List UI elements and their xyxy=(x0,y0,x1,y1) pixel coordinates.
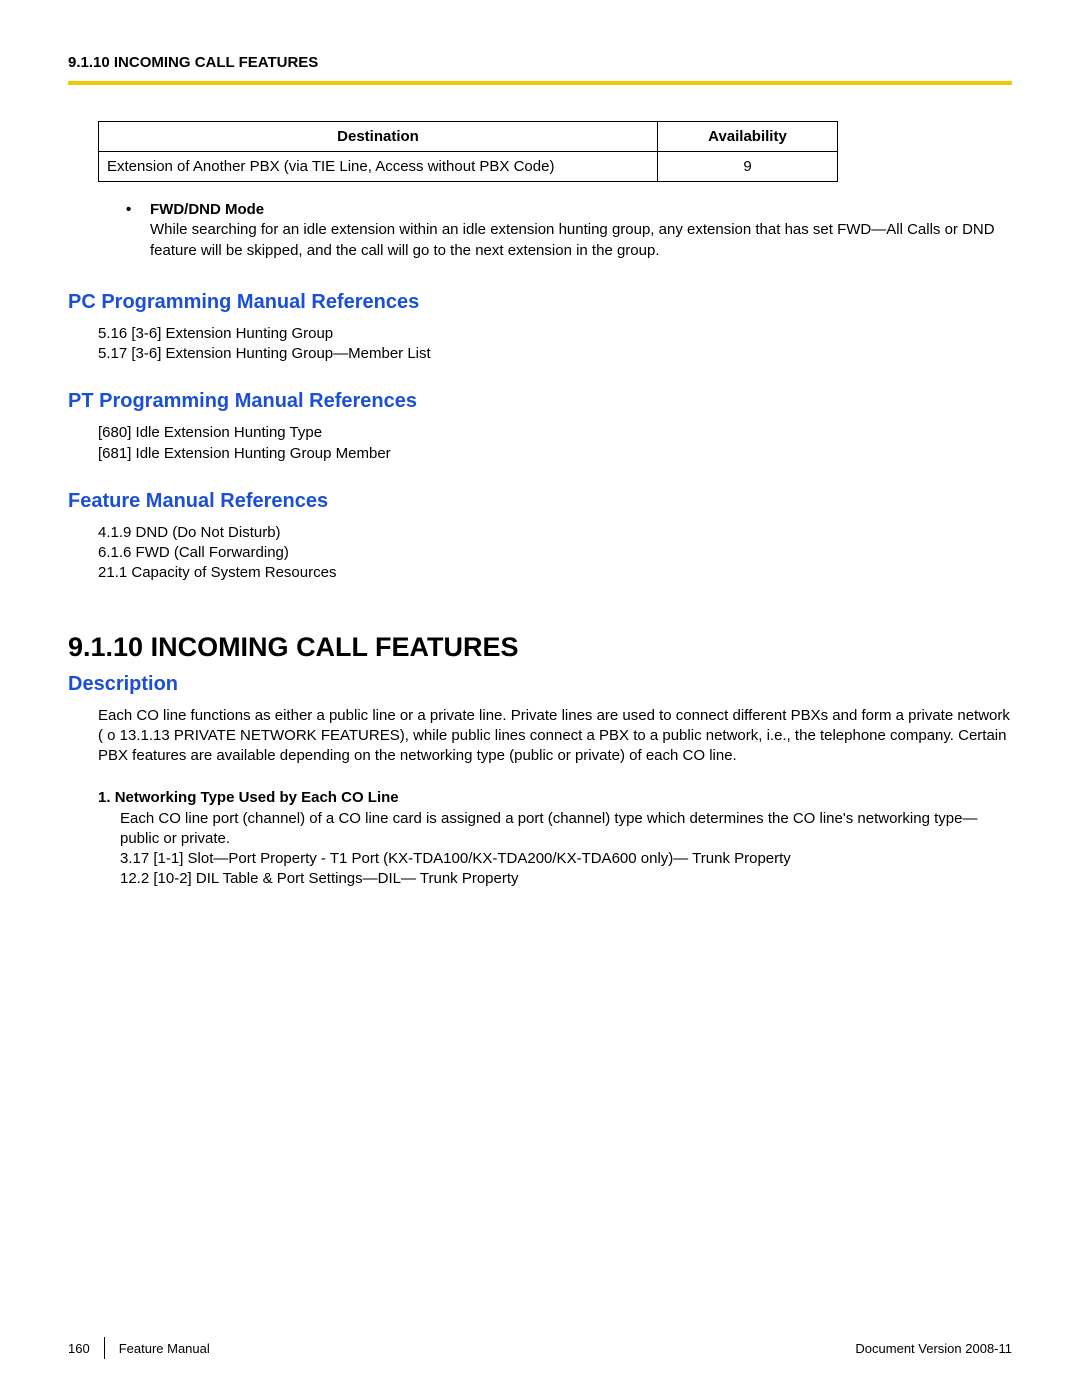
page-footer: 160 Feature Manual Document Version 2008… xyxy=(68,1337,1012,1359)
footer-divider xyxy=(104,1337,105,1359)
num-title-text: Networking Type Used by Each CO Line xyxy=(115,789,399,806)
heading-pc-programming: PC Programming Manual References xyxy=(68,291,1012,314)
footer-left: 160 Feature Manual xyxy=(68,1337,210,1359)
num-body-line: 3.17 [1-1] Slot—Port Property - T1 Port … xyxy=(120,849,1012,869)
num-body-line: 12.2 [10-2] DIL Table & Port Settings—DI… xyxy=(120,869,1012,889)
page-number: 160 xyxy=(68,1341,90,1356)
running-header: 9.1.10 INCOMING CALL FEATURES xyxy=(68,54,1012,71)
list-item: [681] Idle Extension Hunting Group Membe… xyxy=(98,444,1012,464)
col-destination: Destination xyxy=(99,122,658,152)
description-body: Each CO line functions as either a publi… xyxy=(98,706,1012,767)
pc-ref-list: 5.16 [3-6] Extension Hunting Group 5.17 … xyxy=(98,324,1012,365)
list-item: 21.1 Capacity of System Resources xyxy=(98,563,1012,583)
list-item: 5.16 [3-6] Extension Hunting Group xyxy=(98,324,1012,344)
list-item: 6.1.6 FWD (Call Forwarding) xyxy=(98,543,1012,563)
doc-version: Document Version 2008-11 xyxy=(855,1341,1012,1356)
num-label: 1. xyxy=(98,789,111,806)
col-availability: Availability xyxy=(658,122,838,152)
fwd-dnd-body: While searching for an idle extension wi… xyxy=(150,220,1012,261)
chapter-heading: 9.1.10 INCOMING CALL FEATURES xyxy=(68,632,1012,663)
list-item: 4.1.9 DND (Do Not Disturb) xyxy=(98,523,1012,543)
fwd-dnd-block: • FWD/DND Mode While searching for an id… xyxy=(126,200,1012,261)
pt-ref-list: [680] Idle Extension Hunting Type [681] … xyxy=(98,423,1012,464)
heading-feature-manual: Feature Manual References xyxy=(68,490,1012,513)
manual-name: Feature Manual xyxy=(119,1341,210,1356)
numbered-item: 1. Networking Type Used by Each CO Line … xyxy=(98,788,1012,889)
num-body-line: Each CO line port (channel) of a CO line… xyxy=(120,809,1012,850)
table-row: Extension of Another PBX (via TIE Line, … xyxy=(99,152,838,182)
bullet-icon: • xyxy=(126,200,150,220)
heading-pt-programming: PT Programming Manual References xyxy=(68,390,1012,413)
list-item: [680] Idle Extension Hunting Type xyxy=(98,423,1012,443)
fwd-dnd-title: FWD/DND Mode xyxy=(150,200,264,220)
list-item: 5.17 [3-6] Extension Hunting Group—Membe… xyxy=(98,344,1012,364)
heading-description: Description xyxy=(68,673,1012,696)
cell-destination: Extension of Another PBX (via TIE Line, … xyxy=(99,152,658,182)
page: 9.1.10 INCOMING CALL FEATURES Destinatio… xyxy=(0,0,1080,1397)
availability-table: Destination Availability Extension of An… xyxy=(98,121,838,182)
fm-ref-list: 4.1.9 DND (Do Not Disturb) 6.1.6 FWD (Ca… xyxy=(98,523,1012,584)
top-accent-rule xyxy=(68,81,1012,85)
cell-availability: 9 xyxy=(658,152,838,182)
table-header-row: Destination Availability xyxy=(99,122,838,152)
